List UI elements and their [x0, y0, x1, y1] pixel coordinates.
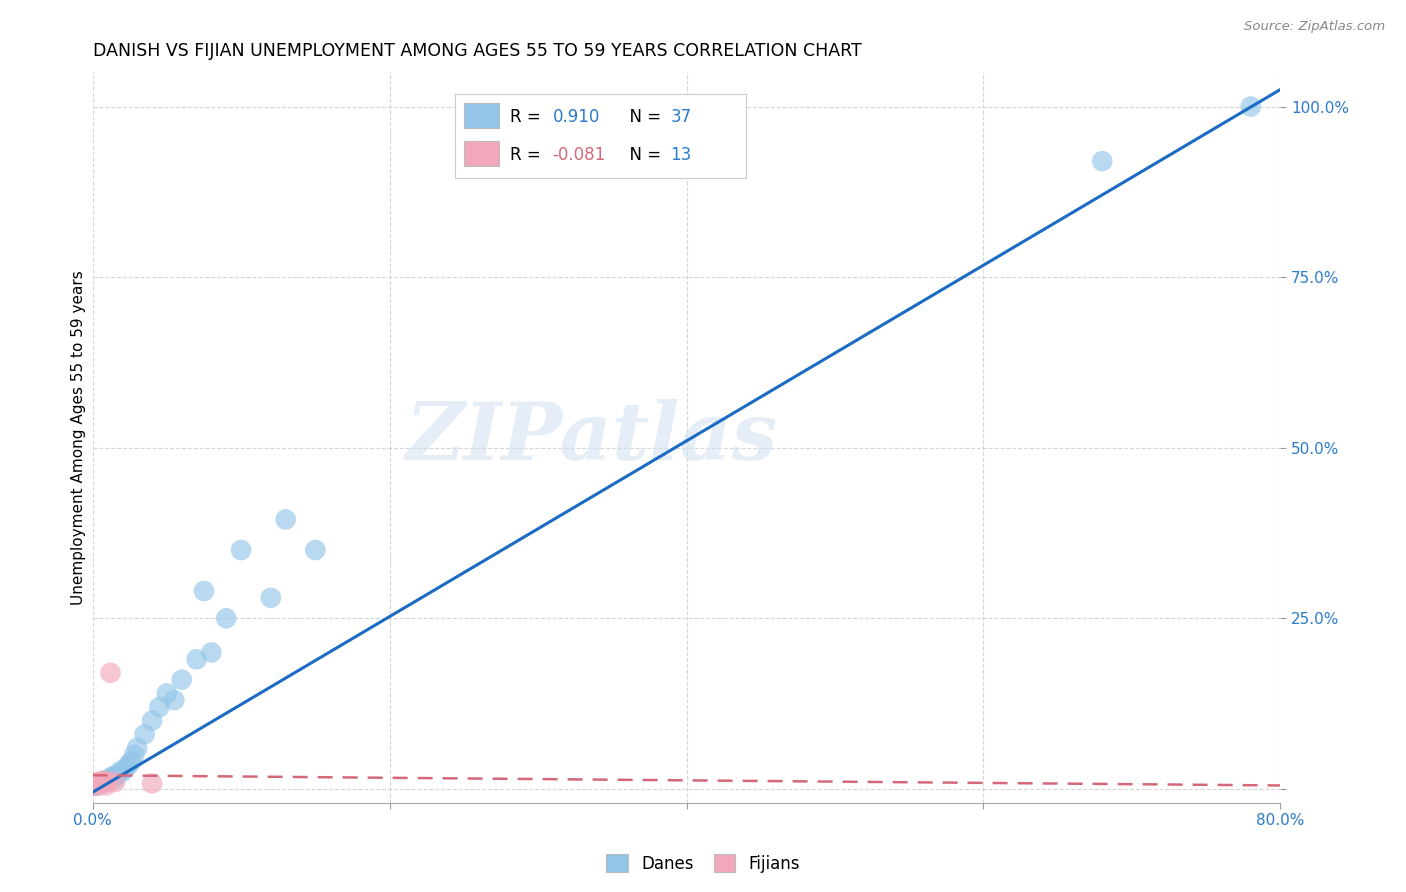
Point [93, 773, 115, 788]
Point [89, 775, 111, 789]
Point [90, 776, 112, 790]
Point [134, 727, 156, 741]
Point [101, 770, 124, 784]
Text: DANISH VS FIJIAN UNEMPLOYMENT AMONG AGES 55 TO 59 YEARS CORRELATION CHART: DANISH VS FIJIAN UNEMPLOYMENT AMONG AGES… [93, 42, 862, 60]
Point [200, 645, 222, 659]
Point [141, 776, 163, 790]
Point [274, 512, 297, 526]
Point [120, 755, 142, 769]
Legend: Danes, Fijians: Danes, Fijians [599, 847, 807, 880]
Point [260, 591, 283, 605]
Point [163, 693, 186, 707]
Point [91, 773, 114, 788]
Point [104, 772, 127, 786]
Point [170, 673, 193, 687]
Point [105, 768, 128, 782]
Point [141, 714, 163, 728]
Point [84, 779, 107, 793]
Point [93, 775, 115, 789]
Point [91, 775, 114, 789]
Text: ZIPatlas: ZIPatlas [405, 399, 778, 476]
Point [111, 764, 134, 779]
Point [89, 776, 111, 790]
Point [156, 686, 179, 700]
Point [87, 779, 110, 793]
Point [86, 775, 108, 789]
Point [148, 700, 170, 714]
Point [186, 652, 208, 666]
Point [1240, 99, 1263, 113]
Text: Source: ZipAtlas.com: Source: ZipAtlas.com [1244, 20, 1385, 33]
Point [96, 775, 118, 789]
Y-axis label: Unemployment Among Ages 55 to 59 years: Unemployment Among Ages 55 to 59 years [72, 270, 86, 605]
Point [215, 611, 238, 625]
Point [94, 775, 117, 789]
Point [229, 543, 252, 558]
Point [100, 665, 122, 680]
Point [100, 772, 122, 786]
Point [83, 779, 105, 793]
Point [193, 584, 215, 599]
Point [83, 779, 105, 793]
Point [104, 775, 127, 789]
Point [86, 779, 108, 793]
Point [304, 543, 326, 558]
Point [1091, 154, 1114, 169]
Point [114, 761, 136, 775]
Point [90, 775, 112, 789]
Point [96, 773, 118, 788]
Point [108, 764, 131, 779]
Point [87, 776, 110, 790]
Point [84, 776, 107, 790]
Point [127, 740, 149, 755]
Point [122, 747, 145, 762]
Point [94, 779, 117, 793]
Point [117, 758, 139, 772]
